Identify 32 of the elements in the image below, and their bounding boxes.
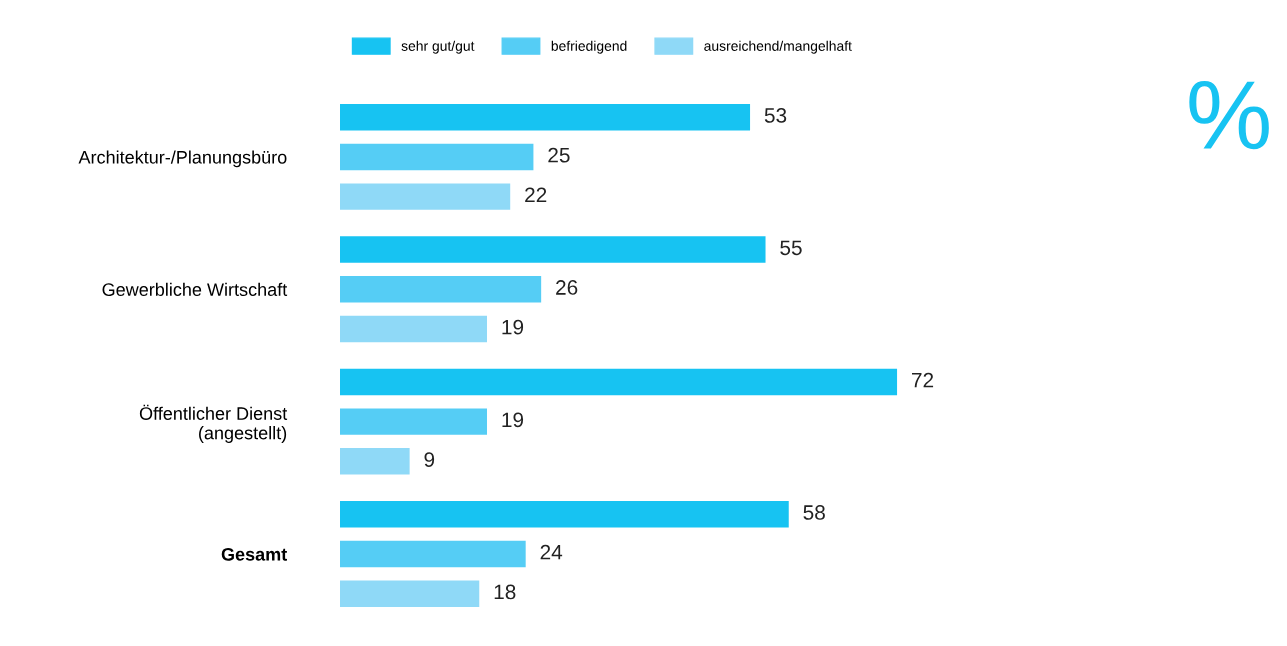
- data-label: 55: [780, 240, 802, 256]
- bar: [340, 408, 487, 435]
- y-tick-label: Architektur-/Planungsbüro: [78, 150, 287, 168]
- y-tick-label: Öffentlicher Dienst (angestellt): [139, 404, 288, 443]
- data-label: 19: [502, 412, 524, 428]
- bar: [340, 143, 534, 171]
- legend-label: befriedigend: [551, 40, 627, 54]
- data-label: 72: [912, 372, 934, 388]
- bar: [340, 236, 766, 263]
- data-label: 9: [424, 452, 435, 467]
- data-label: 53: [764, 108, 787, 123]
- bar: [340, 448, 410, 475]
- data-label: 18: [494, 584, 516, 600]
- bar: [340, 276, 542, 303]
- bar: [340, 183, 511, 210]
- data-label: 58: [803, 505, 825, 520]
- data-label: 25: [548, 147, 570, 163]
- data-label: 19: [502, 319, 524, 335]
- bar: [340, 501, 789, 528]
- data-label: 26: [556, 280, 578, 295]
- legend-label: ausreichend/mangelhaft: [704, 40, 852, 54]
- bar: [340, 103, 751, 131]
- y-tick-label: Gesamt: [221, 547, 287, 561]
- legend-label: sehr gut/gut: [401, 40, 475, 54]
- text: %: [1189, 81, 1269, 150]
- bar: [340, 540, 526, 568]
- data-label: 24: [540, 544, 563, 560]
- data-label: 22: [525, 187, 547, 203]
- bar: [340, 368, 898, 396]
- y-tick-label: Gewerbliche Wirtschaft: [102, 282, 288, 296]
- bar: [340, 580, 480, 607]
- bar: [340, 315, 487, 343]
